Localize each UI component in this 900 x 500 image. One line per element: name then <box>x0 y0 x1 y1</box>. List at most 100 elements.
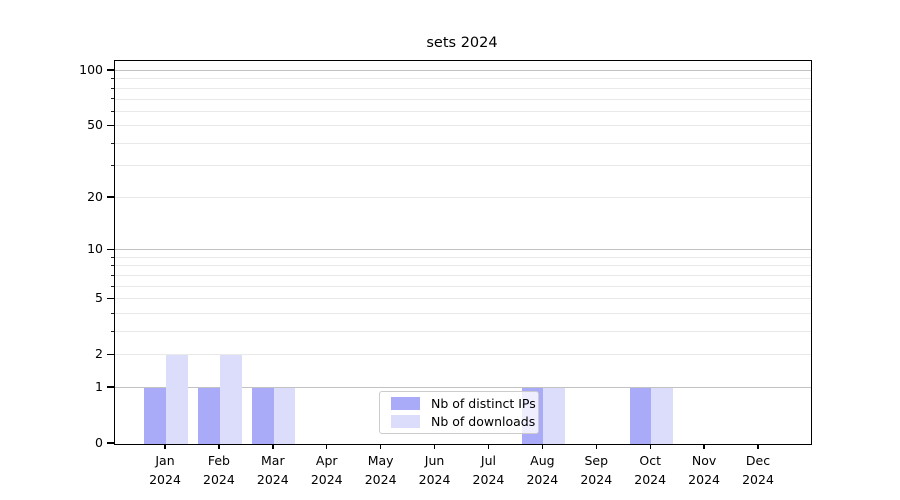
x-tick-nov <box>703 444 705 449</box>
legend-swatch-downloads <box>391 414 420 428</box>
y-tick-label-20: 20 <box>87 188 103 204</box>
y-tick-label-10: 10 <box>87 241 103 257</box>
y-tick-label-5: 5 <box>95 290 103 306</box>
y-minor-tick-9 <box>110 256 114 258</box>
y-tick-20 <box>107 196 114 198</box>
x-tick-label-nov: Nov 2024 <box>672 451 736 489</box>
x-tick-aug <box>541 444 544 449</box>
gridline-major-20 <box>115 196 811 198</box>
month-name: Oct <box>639 453 661 468</box>
x-tick-label-aug: Aug 2024 <box>510 451 574 489</box>
y-minor-tick-40 <box>110 142 114 144</box>
gridline-minor-9 <box>115 256 811 258</box>
bar-downloads-aug <box>543 387 565 444</box>
month-year: 2024 <box>149 472 181 487</box>
x-tick-jul <box>487 444 490 449</box>
x-tick-sep <box>595 444 597 449</box>
plot-area: Nb of distinct IPs Nb of downloads <box>114 60 812 445</box>
bar-distinct-ips-oct <box>629 387 652 444</box>
x-tick-may <box>380 444 382 449</box>
legend-item-distinct-ips: Nb of distinct IPs <box>391 396 538 411</box>
bar-downloads-feb <box>219 355 242 444</box>
bar-distinct-ips-feb <box>198 387 220 444</box>
month-name: Jan <box>155 453 175 468</box>
y-minor-tick-4 <box>110 312 114 314</box>
gridline-minor-8 <box>115 265 811 267</box>
y-tick-5 <box>107 297 114 299</box>
bar-downloads-mar <box>273 387 296 444</box>
month-year: 2024 <box>364 472 397 487</box>
x-tick-oct <box>649 444 651 449</box>
month-name: Feb <box>207 453 230 468</box>
bar-distinct-ips-jan <box>144 387 166 444</box>
gridline-major-5 <box>115 298 811 300</box>
x-tick-dec <box>757 444 759 449</box>
y-minor-tick-90 <box>110 78 114 80</box>
gridline-minor-6 <box>115 285 811 287</box>
y-minor-tick-6 <box>110 285 114 287</box>
y-tick-label-1: 1 <box>95 378 103 394</box>
y-tick-label-2: 2 <box>95 346 103 362</box>
x-tick-label-jun: Jun 2024 <box>403 451 467 489</box>
month-year: 2024 <box>742 472 774 487</box>
gridline-major-50 <box>115 125 811 127</box>
month-name: Nov <box>691 453 717 468</box>
legend-item-downloads: Nb of downloads <box>391 414 538 429</box>
legend-label-downloads: Nb of downloads <box>431 413 536 429</box>
y-minor-tick-60 <box>110 110 114 112</box>
x-tick-label-jan: Jan 2024 <box>133 451 197 489</box>
month-year: 2024 <box>418 472 451 487</box>
month-year: 2024 <box>203 472 235 487</box>
y-tick-label-0: 0 <box>95 435 103 450</box>
month-year: 2024 <box>256 472 289 487</box>
x-tick-label-jul: Jul 2024 <box>456 451 520 489</box>
month-name: May <box>367 453 394 468</box>
y-tick-50 <box>107 124 114 126</box>
bar-downloads-jan <box>166 355 188 444</box>
y-tick-10 <box>107 248 114 250</box>
gridline-minor-3 <box>115 330 811 332</box>
y-minor-tick-7 <box>110 274 114 276</box>
gridline-major-100 <box>115 70 811 71</box>
x-tick-label-mar: Mar 2024 <box>241 451 305 489</box>
month-name: Apr <box>315 453 338 468</box>
y-tick-0 <box>107 442 114 444</box>
y-minor-tick-80 <box>110 87 114 89</box>
month-name: Mar <box>261 453 285 468</box>
month-year: 2024 <box>634 472 667 487</box>
x-tick-jan <box>164 444 166 449</box>
x-tick-label-apr: Apr 2024 <box>295 451 359 489</box>
bar-distinct-ips-mar <box>252 387 274 444</box>
y-tick-label-100: 100 <box>79 62 103 77</box>
y-tick-100 <box>107 69 114 71</box>
gridline-minor-60 <box>115 110 811 112</box>
gridline-minor-80 <box>115 87 811 89</box>
y-tick-2 <box>107 353 114 355</box>
legend-swatch-distinct-ips <box>391 397 420 411</box>
x-tick-apr <box>326 444 328 449</box>
month-year: 2024 <box>472 472 505 487</box>
month-year: 2024 <box>580 472 613 487</box>
gridline-minor-40 <box>115 142 811 144</box>
x-tick-label-may: May 2024 <box>349 451 413 489</box>
y-minor-tick-3 <box>110 330 114 332</box>
month-year: 2024 <box>310 472 343 487</box>
gridline-minor-70 <box>115 98 811 100</box>
month-year: 2024 <box>688 472 720 487</box>
x-tick-label-oct: Oct 2024 <box>618 451 682 489</box>
month-year: 2024 <box>526 472 559 487</box>
x-tick-label-dec: Dec 2024 <box>726 451 790 489</box>
month-name: Dec <box>745 453 771 468</box>
gridline-minor-4 <box>115 312 811 314</box>
month-name: Jul <box>480 453 496 468</box>
y-tick-label-50: 50 <box>87 117 103 133</box>
gridline-minor-7 <box>115 274 811 276</box>
bar-downloads-oct <box>651 387 673 444</box>
x-tick-feb <box>218 444 220 449</box>
gridline-major-10 <box>115 249 811 251</box>
month-name: Jun <box>424 453 445 468</box>
gridline-minor-30 <box>115 165 811 167</box>
gridline-major-1 <box>115 386 811 388</box>
legend: Nb of distinct IPs Nb of downloads <box>379 391 539 434</box>
x-tick-label-feb: Feb 2024 <box>187 451 251 489</box>
